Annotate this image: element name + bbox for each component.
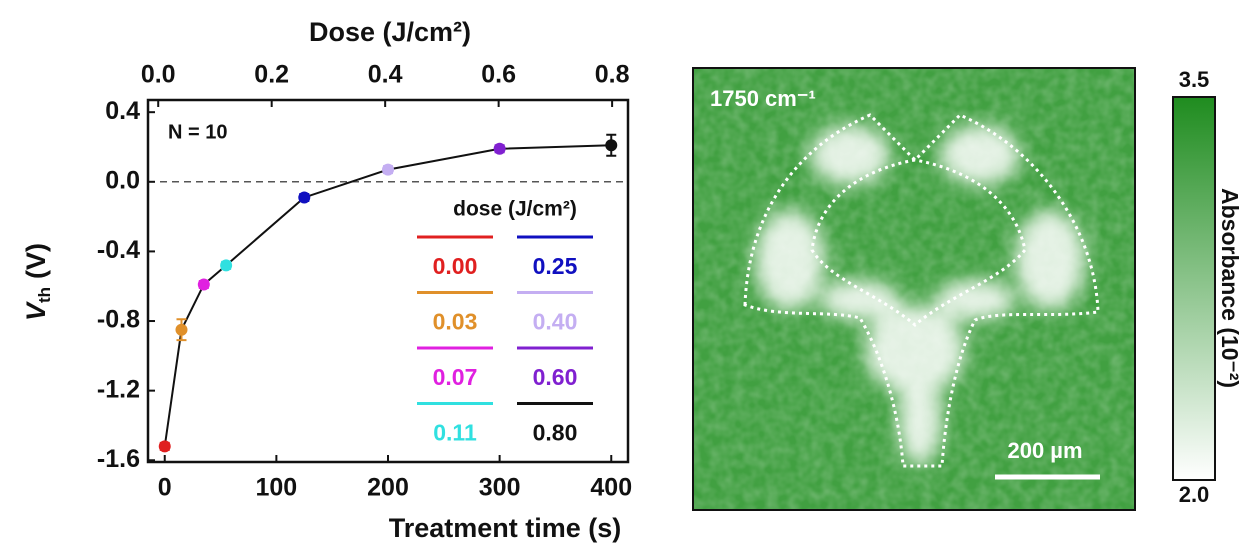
legend-label: 0.25: [533, 253, 578, 279]
x2-axis-label: Dose (J/cm²): [309, 17, 471, 47]
plot-frame: [146, 98, 630, 464]
y-tick-label: -0.4: [97, 236, 140, 264]
x-tick-label: 200: [367, 474, 409, 502]
legend-label: 0.80: [533, 420, 578, 446]
outline-outer: [743, 113, 1100, 468]
x-tick-label: 100: [256, 474, 298, 502]
colorbar-tick-label: 3.5: [1179, 67, 1210, 92]
y-tick-label: 0.0: [105, 166, 140, 194]
x2-tick-label: 0.0: [141, 61, 176, 89]
legend-label: 0.40: [533, 309, 578, 335]
legend-label: 0.60: [533, 364, 578, 390]
bright-region: [755, 125, 1085, 465]
data-point: [382, 163, 394, 176]
x-tick-label: 400: [590, 474, 632, 502]
legend-label: 0.00: [433, 253, 478, 279]
colorbar-label: Absorbance (10⁻²): [1217, 188, 1243, 388]
legend-label: 0.07: [433, 364, 478, 390]
data-point: [298, 191, 311, 204]
data-point: [220, 259, 233, 272]
y-tick-label: 0.4: [105, 97, 140, 125]
image-frame: [692, 67, 1136, 511]
data-line: [163, 144, 612, 447]
x2-tick-label: 0.8: [595, 61, 630, 89]
annotation: N = 10: [168, 121, 227, 143]
x2-tick-label: 0.6: [481, 61, 516, 89]
legend-label: 0.03: [433, 309, 478, 335]
data-point: [158, 440, 171, 453]
y-label-unit: (V): [21, 243, 51, 279]
legend-title: dose (J/cm²): [453, 198, 577, 221]
wavenumber-label: 1750 cm⁻¹: [710, 86, 816, 111]
data-point: [605, 139, 618, 152]
x-tick-label: 0: [158, 474, 172, 502]
colorbar-tick-label: 2.0: [1179, 482, 1210, 507]
y-label-main: V: [21, 301, 51, 321]
data-point: [493, 142, 506, 155]
x-tick-label: 300: [479, 474, 521, 502]
x-axis-label: Treatment time (s): [389, 513, 622, 543]
colorbar: [1172, 96, 1216, 481]
y-tick-label: -0.8: [97, 306, 140, 334]
x2-tick-label: 0.2: [254, 61, 289, 89]
y-axis-label: Vth (V): [21, 243, 54, 321]
legend-label: 0.11: [433, 420, 477, 446]
y-tick-label: -1.6: [97, 445, 140, 473]
y-label-sub: th: [35, 287, 54, 303]
x2-tick-label: 0.4: [368, 61, 403, 89]
y-tick-label: -1.2: [97, 375, 140, 403]
image-panel: 1750 cm⁻¹ 200 µm: [693, 68, 1135, 510]
scale-bar-label: 200 µm: [1007, 438, 1082, 463]
outline-inner: [810, 158, 1027, 327]
data-point: [197, 278, 210, 291]
data-point: [175, 323, 188, 336]
